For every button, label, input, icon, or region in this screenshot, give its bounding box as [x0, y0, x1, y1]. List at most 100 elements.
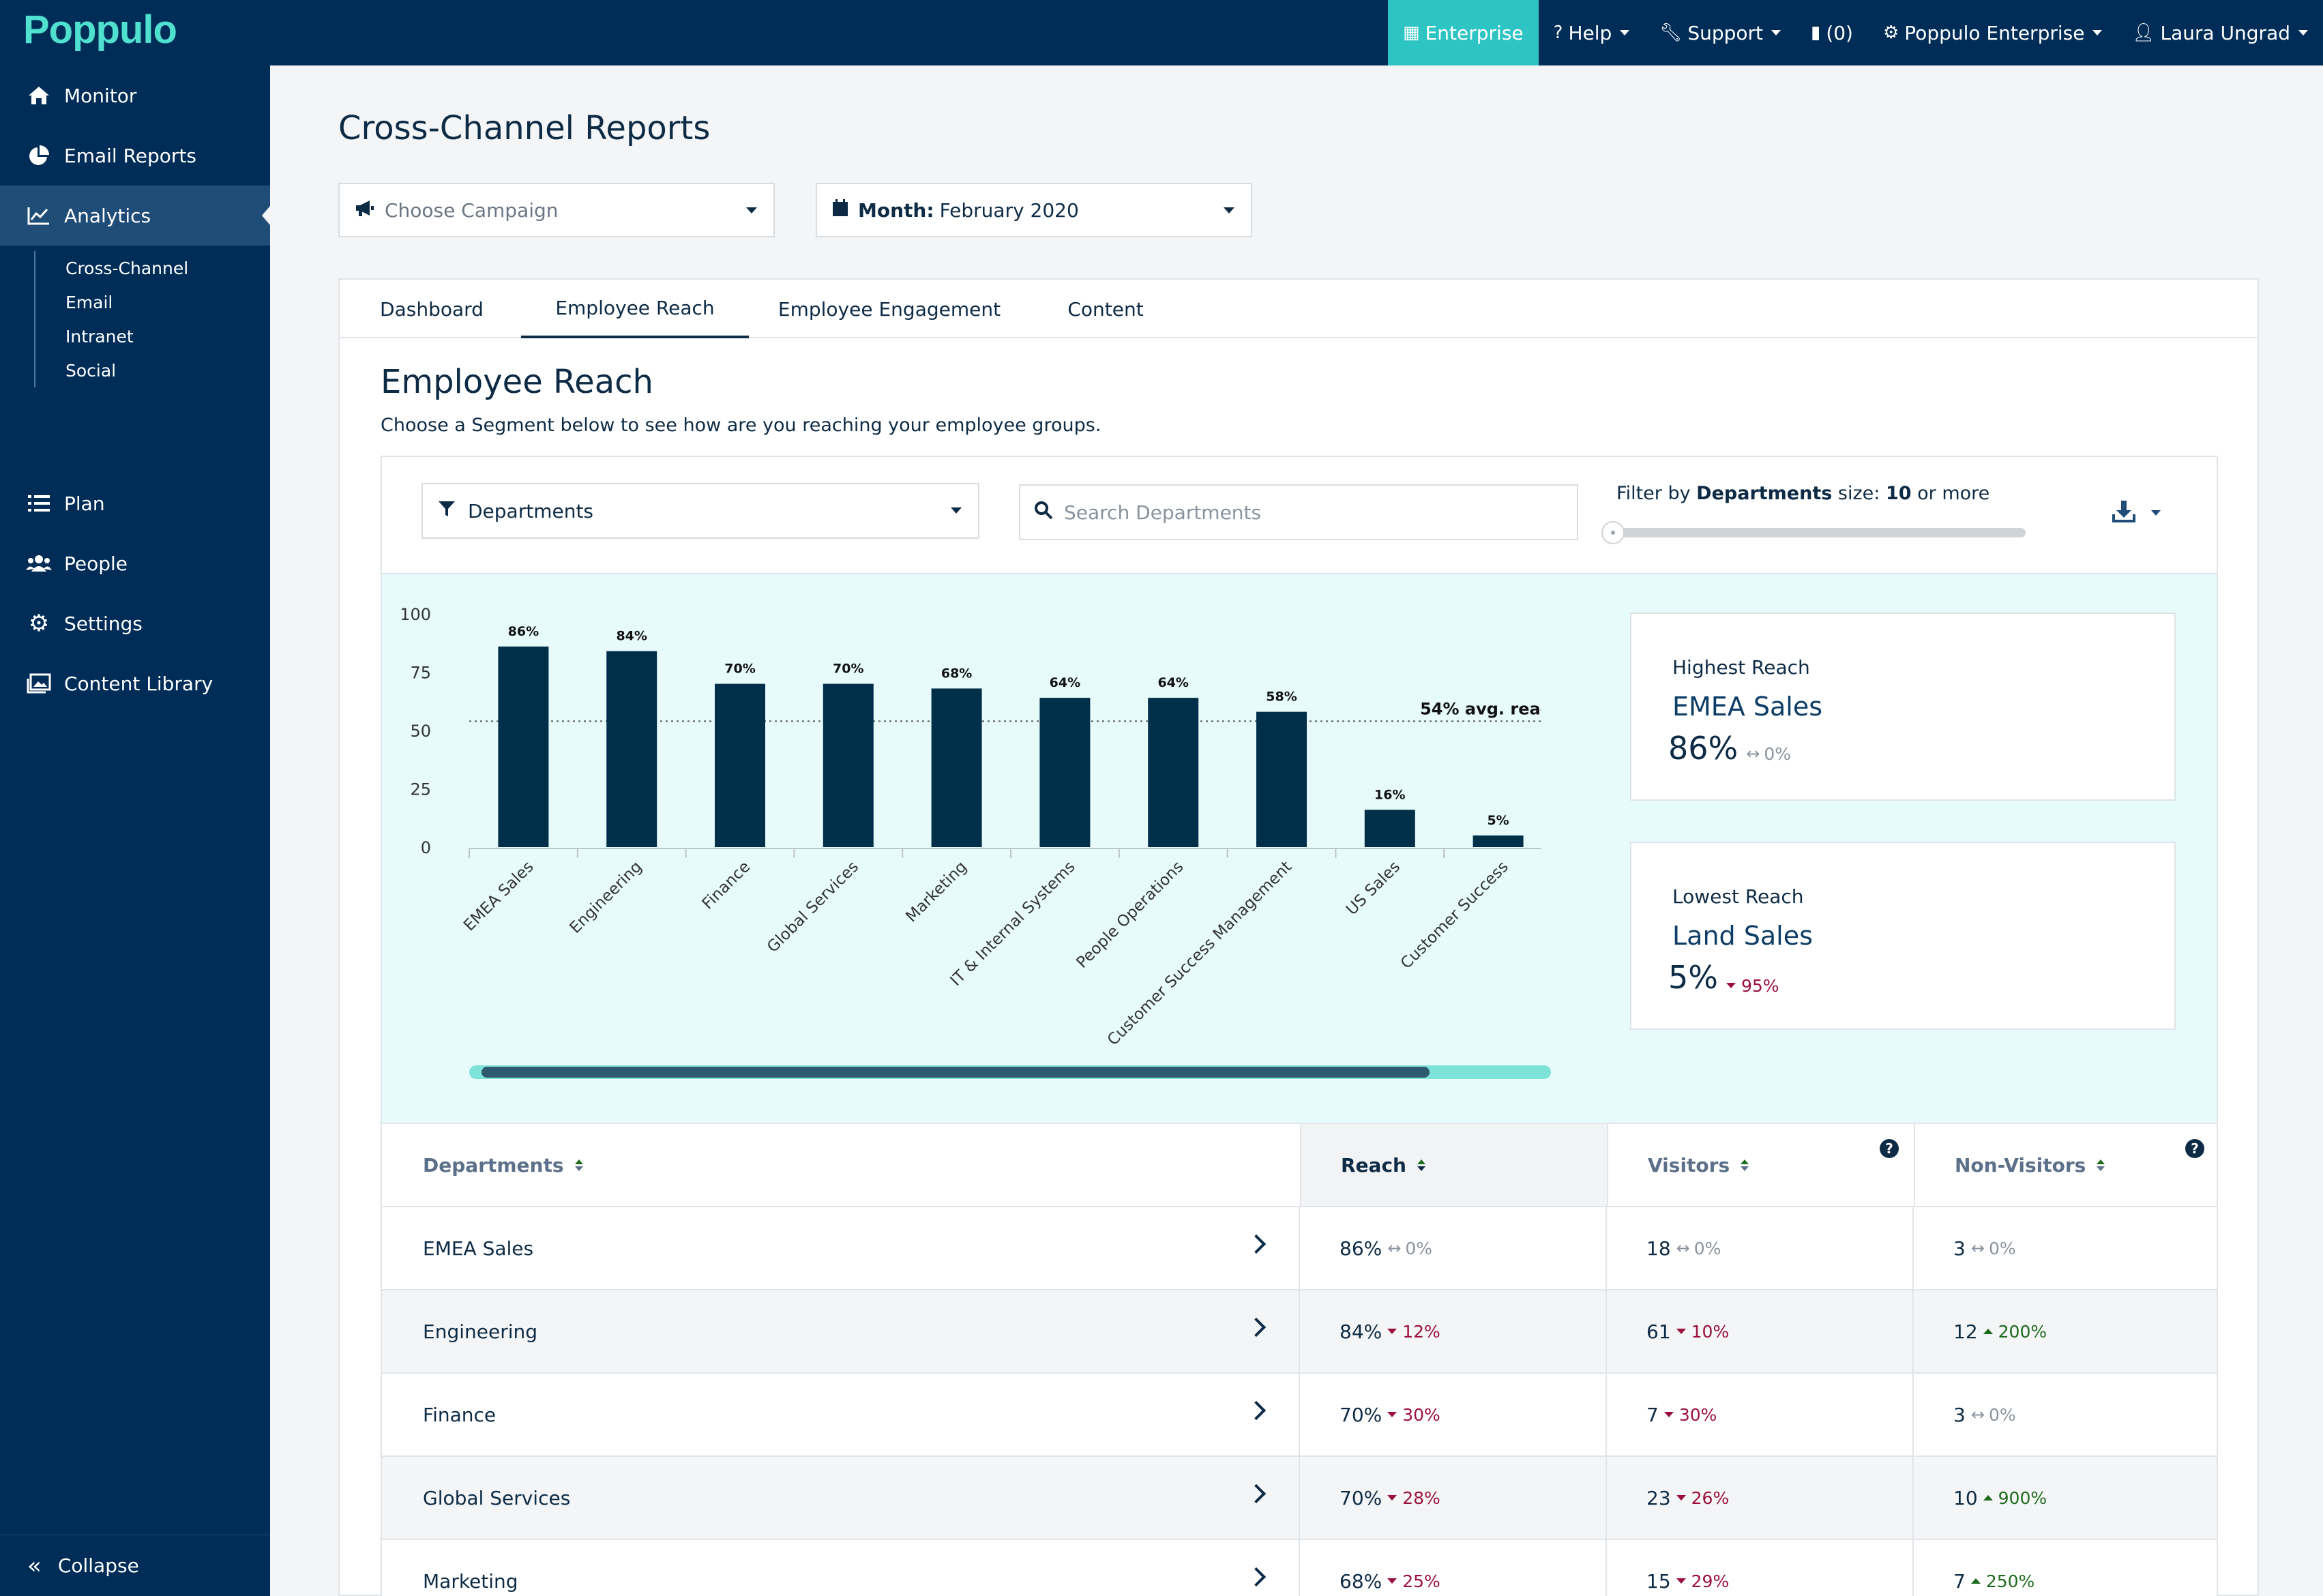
up-arrow-icon — [1983, 1329, 1993, 1334]
column-divider — [1606, 1207, 1607, 1289]
table-row[interactable]: Marketing 68% 25% 15 29% 7 250% — [381, 1540, 2218, 1596]
non-change: 200% — [1983, 1322, 2047, 1342]
segment-select[interactable]: Departments — [421, 483, 979, 539]
reach-change: 30% — [1387, 1405, 1440, 1425]
x-tick-label: Finance — [699, 858, 754, 913]
support-menu[interactable]: 🔧︎ Support — [1644, 0, 1796, 65]
size-slider-handle[interactable] — [1601, 521, 1625, 544]
header-label: Reach — [1341, 1153, 1406, 1177]
chart-scrollbar-thumb[interactable] — [482, 1067, 1430, 1078]
tab-employee-reach[interactable]: Employee Reach — [521, 280, 749, 338]
campaign-placeholder: Choose Campaign — [385, 198, 559, 222]
help-menu[interactable]: ? Help — [1539, 0, 1645, 65]
month-select[interactable]: Month: February 2020 — [816, 183, 1252, 237]
reach-change-value: 0% — [1405, 1238, 1433, 1258]
section-title: Employee Reach — [381, 363, 653, 401]
down-arrow-icon — [1676, 1495, 1686, 1501]
sidebar-item-plan[interactable]: Plan — [0, 473, 270, 533]
page-title: Cross-Channel Reports — [338, 109, 711, 147]
column-divider — [1912, 1290, 1914, 1372]
flat-arrow-icon: ↔ — [1676, 1239, 1690, 1258]
tab-dashboard[interactable]: Dashboard — [380, 297, 484, 321]
down-arrow-icon — [1663, 1412, 1674, 1417]
reach-cell: 70% 30% — [1340, 1374, 1440, 1455]
column-divider — [1299, 1540, 1300, 1596]
visitors-value: 18 — [1646, 1237, 1671, 1260]
collapse-button[interactable]: « Collapse — [0, 1535, 270, 1596]
search-input[interactable]: Search Departments — [1019, 484, 1578, 540]
sidebar-item-settings[interactable]: ⚙ Settings — [0, 593, 270, 653]
non-change-value: 200% — [1998, 1321, 2047, 1342]
submenu-item-cross-channel[interactable]: Cross-Channel — [65, 258, 189, 278]
submenu-item-intranet[interactable]: Intranet — [65, 326, 134, 346]
chevron-right-icon[interactable] — [1246, 1234, 1267, 1254]
bar — [931, 688, 982, 847]
slider-suffix: or more — [1917, 483, 1990, 504]
sidebar-item-content-library[interactable]: Content Library — [0, 653, 270, 713]
chevron-right-icon[interactable] — [1246, 1567, 1267, 1587]
column-divider — [1606, 1540, 1607, 1596]
sidebar-item-monitor[interactable]: Monitor — [0, 65, 270, 125]
notifications-button[interactable]: ▮ (0) — [1796, 0, 1868, 65]
y-tick-label: 0 — [421, 838, 431, 857]
reach-change: 12% — [1387, 1322, 1440, 1342]
chevron-right-icon[interactable] — [1246, 1400, 1267, 1421]
x-tick-label: Global Services — [764, 858, 862, 956]
non-value: 10 — [1953, 1486, 1978, 1509]
notifications-count: (0) — [1826, 21, 1853, 44]
header-visitors[interactable]: Visitors — [1607, 1124, 1914, 1206]
chevron-right-icon[interactable] — [1246, 1317, 1267, 1338]
non-change: ↔ 0% — [1971, 1405, 2016, 1425]
table-row[interactable]: Finance 70% 30% 7 30% 3 ↔ 0% — [381, 1374, 2218, 1457]
sidebar-item-people[interactable]: People — [0, 533, 270, 593]
size-slider-track[interactable] — [1610, 528, 2026, 537]
bar-value-label: 70% — [833, 662, 863, 677]
highest-reach-name: EMEA Sales — [1672, 692, 1823, 722]
header-non-visitors[interactable]: Non-Visitors — [1914, 1124, 2218, 1206]
visitors-change: 29% — [1676, 1571, 1729, 1591]
department-name: Finance — [423, 1403, 497, 1426]
non-change-value: 0% — [1988, 1404, 2016, 1425]
sidebar-item-email-reports[interactable]: Email Reports — [0, 125, 270, 186]
table-row[interactable]: Global Services 70% 28% 23 26% 10 900% — [381, 1457, 2218, 1540]
table-row[interactable]: Engineering 84% 12% 61 10% 12 200% — [381, 1290, 2218, 1374]
users-icon — [25, 552, 53, 574]
tab-employee-engagement[interactable]: Employee Engagement — [778, 297, 1001, 321]
header-departments[interactable]: Departments — [382, 1124, 1300, 1206]
submenu-item-email[interactable]: Email — [65, 292, 113, 312]
download-button[interactable] — [2110, 498, 2161, 528]
column-divider — [1912, 1207, 1914, 1289]
column-divider — [1914, 1124, 1915, 1206]
bar — [1364, 810, 1415, 847]
submenu-item-social[interactable]: Social — [65, 360, 117, 381]
x-tick-label: EMEA Sales — [460, 858, 537, 935]
building-icon: ▦ — [1403, 23, 1420, 43]
table-row[interactable]: EMEA Sales 86% ↔ 0% 18 ↔ 0% 3 ↔ 0% — [381, 1207, 2218, 1290]
non-visitors-cell: 3 ↔ 0% — [1953, 1374, 2016, 1455]
app-logo[interactable]: Poppulo — [23, 8, 177, 52]
enterprise-link[interactable]: ▦ Enterprise — [1388, 0, 1539, 65]
non-visitors-help-icon[interactable]: ? — [2185, 1139, 2204, 1158]
user-menu[interactable]: 👤︎ Laura Ungrad — [2117, 0, 2323, 65]
flat-arrow-icon: ↔ — [1970, 1239, 1985, 1258]
bar-value-label: 70% — [724, 662, 755, 677]
sort-icon — [1741, 1159, 1749, 1171]
highest-reach-value: 86% ↔ 0% — [1668, 730, 1791, 767]
bar-value-label: 64% — [1050, 675, 1080, 690]
y-tick-label: 100 — [400, 605, 431, 624]
column-divider — [1606, 1290, 1607, 1372]
chevron-right-icon[interactable] — [1246, 1483, 1267, 1504]
org-menu[interactable]: ⚙ Poppulo Enterprise — [1868, 0, 2117, 65]
header-reach[interactable]: Reach — [1300, 1124, 1607, 1206]
down-arrow-icon — [1387, 1329, 1397, 1334]
non-change-value: 900% — [1998, 1488, 2047, 1508]
visitors-help-icon[interactable]: ? — [1880, 1139, 1899, 1158]
header-label: Non-Visitors — [1955, 1153, 2086, 1177]
sidebar-item-analytics[interactable]: Analytics — [0, 186, 270, 246]
non-visitors-cell: 10 900% — [1953, 1457, 2047, 1539]
reach-change: ↔ 0% — [1387, 1239, 1432, 1258]
visitors-cell: 7 30% — [1646, 1374, 1717, 1455]
sidebar: Monitor Email Reports Analytics Cross-Ch… — [0, 65, 270, 1596]
campaign-select[interactable]: Choose Campaign — [338, 183, 775, 237]
tab-content[interactable]: Content — [1067, 297, 1144, 321]
